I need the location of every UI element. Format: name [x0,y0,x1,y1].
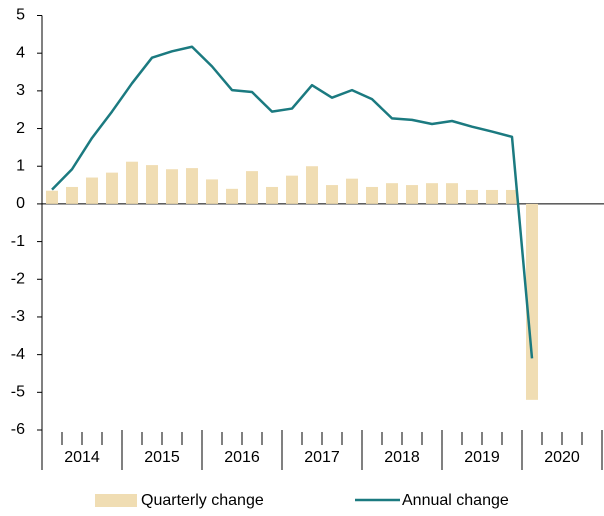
y-tick-label: -1 [11,233,25,250]
bar [226,188,238,204]
bar [86,177,98,204]
bar [46,190,58,204]
y-tick-label: 4 [16,44,25,61]
y-tick-label: 2 [16,120,25,137]
bar [526,203,538,400]
y-tick-label: -3 [11,308,25,325]
y-tick-label: -4 [11,346,25,363]
y-tick-label: 3 [16,82,25,99]
bar [366,186,378,204]
bar [406,185,418,204]
bar [66,186,78,204]
y-tick-label: 5 [16,7,25,24]
x-group-label: 2018 [384,449,420,466]
bar [266,186,278,204]
bar [206,179,218,204]
bar [486,189,498,204]
bar [446,183,458,204]
bar [286,175,298,204]
y-tick-label: -6 [11,421,25,438]
x-group-label: 2020 [544,449,580,466]
x-group-label: 2015 [144,449,180,466]
y-tick-label: -2 [11,270,25,287]
bar [166,169,178,204]
bar [326,185,338,204]
legend-label: Quarterly change [141,492,264,509]
bar [466,189,478,204]
bar [146,165,158,204]
legend-label: Annual change [402,492,509,509]
x-group-label: 2019 [464,449,500,466]
bar [306,166,318,204]
bar [506,189,518,204]
bar [126,161,138,204]
x-group-label: 2017 [304,449,340,466]
bar [386,183,398,204]
bar [426,183,438,204]
x-group-label: 2014 [64,449,100,466]
bar [346,178,358,204]
x-group-label: 2016 [224,449,260,466]
y-tick-label: -5 [11,384,25,401]
bar [186,168,198,204]
y-tick-label: 1 [16,157,25,174]
line [51,45,534,359]
bar [106,172,118,204]
y-tick-label: 0 [16,195,25,212]
bar [246,171,258,204]
legend-swatch [95,494,137,507]
